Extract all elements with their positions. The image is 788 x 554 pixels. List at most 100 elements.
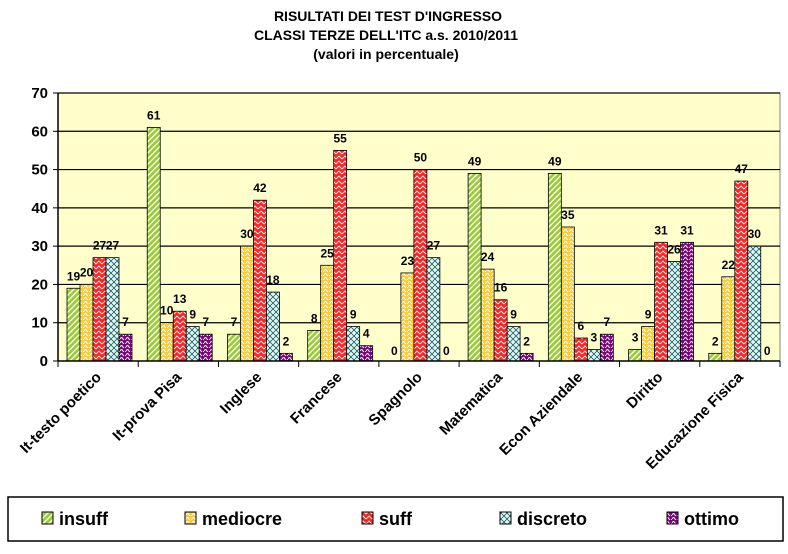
data-label: 13 (173, 292, 187, 306)
legend-label: mediocre (202, 509, 282, 529)
y-tick-label: 10 (31, 315, 48, 332)
bar-insuff (307, 329, 322, 362)
data-label: 19 (67, 269, 81, 283)
y-tick-label: 0 (40, 353, 48, 370)
data-label: 42 (253, 181, 267, 195)
data-label: 16 (494, 281, 508, 295)
x-tick-label: Econ Aziendale (496, 369, 586, 459)
data-label: 22 (722, 258, 736, 272)
data-label: 9 (350, 308, 357, 322)
bar-suff (573, 337, 588, 362)
bar-suff (654, 241, 668, 362)
bar-suff (413, 169, 428, 362)
x-tick-label: Spagnolo (365, 369, 425, 429)
bar-mediocre (480, 268, 495, 362)
title-line: RISULTATI DEI TEST D'INGRESSO (274, 8, 502, 24)
bar-ottimo (279, 352, 293, 362)
bar-discreto (506, 326, 521, 362)
bar-discreto (266, 291, 280, 362)
bar-ottimo (680, 241, 694, 362)
bar-suff (493, 299, 508, 362)
bar-insuff (146, 127, 161, 362)
data-label: 7 (122, 315, 129, 329)
bar-discreto (667, 261, 681, 362)
data-label: 24 (481, 250, 495, 264)
data-label: 7 (603, 315, 610, 329)
legend-label: discreto (517, 509, 587, 529)
data-label: 9 (189, 308, 196, 322)
data-label: 27 (106, 239, 120, 253)
legend-swatch-insuff (41, 511, 54, 525)
legend-swatch-suff (361, 511, 374, 525)
data-label: 50 (414, 151, 428, 165)
bar-discreto (747, 245, 762, 362)
data-label: 9 (645, 308, 652, 322)
bar-discreto (346, 326, 361, 362)
bar-suff (253, 199, 267, 362)
bar-suff (92, 257, 107, 362)
bar-discreto (185, 326, 200, 362)
y-tick-label: 70 (31, 85, 48, 102)
bar-mediocre (79, 284, 94, 362)
data-label: 4 (363, 327, 370, 341)
data-label: 3 (590, 331, 597, 345)
bar-mediocre (320, 264, 335, 362)
bar-suff (734, 180, 749, 362)
data-label: 35 (561, 208, 575, 222)
data-label: 7 (231, 315, 238, 329)
data-label: 25 (320, 246, 334, 260)
bar-ottimo (118, 333, 133, 362)
data-label: 31 (680, 223, 694, 237)
data-label: 20 (80, 265, 94, 279)
bar-insuff (708, 352, 723, 362)
bar-suff (172, 310, 187, 362)
legend-label: suff (379, 509, 413, 529)
bar-discreto (586, 349, 601, 362)
x-tick-label: It-testo poetico (17, 369, 105, 457)
legend-label: insuff (59, 509, 109, 529)
title-line: (valori in percentuale) (313, 46, 458, 62)
bar-mediocre (400, 272, 415, 362)
data-label: 6 (577, 319, 584, 333)
bar-discreto (105, 257, 120, 362)
data-label: 47 (735, 162, 749, 176)
bar-insuff (66, 287, 81, 362)
data-label: 30 (240, 227, 254, 241)
data-label: 26 (667, 242, 681, 256)
legend-swatch-ottimo (666, 511, 679, 525)
data-label: 2 (712, 334, 719, 348)
data-label: 3 (632, 331, 639, 345)
bar-mediocre (641, 326, 655, 362)
data-label: 61 (147, 108, 161, 122)
y-tick-label: 60 (31, 123, 48, 140)
bar-insuff (628, 349, 642, 362)
legend-swatch-discreto (499, 511, 512, 525)
bar-ottimo (359, 345, 374, 362)
bar-insuff (227, 333, 241, 362)
bar-ottimo (519, 352, 534, 362)
data-label: 10 (160, 304, 174, 318)
data-label: 8 (311, 311, 318, 325)
y-tick-label: 50 (31, 162, 48, 179)
bar-mediocre (240, 245, 254, 362)
chart-title: RISULTATI DEI TEST D'INGRESSO CLASSI TERZ… (254, 8, 518, 62)
bar-ottimo (599, 333, 614, 362)
legend-swatch-mediocre (184, 511, 197, 525)
data-label: 31 (654, 223, 668, 237)
x-tick-label: Diritto (623, 369, 666, 412)
y-tick-label: 40 (31, 200, 48, 217)
legend-label: ottimo (684, 509, 739, 529)
bar-ottimo (198, 333, 213, 362)
data-label: 23 (401, 254, 415, 268)
bar-insuff (547, 172, 562, 362)
data-label: 55 (333, 131, 347, 145)
y-tick-label: 30 (31, 238, 48, 255)
data-label: 18 (266, 273, 280, 287)
data-label: 49 (548, 154, 562, 168)
bar-mediocre (159, 322, 174, 362)
data-label: 7 (202, 315, 209, 329)
data-label: 2 (283, 334, 290, 348)
y-tick-label: 20 (31, 276, 48, 293)
data-label: 30 (748, 227, 762, 241)
